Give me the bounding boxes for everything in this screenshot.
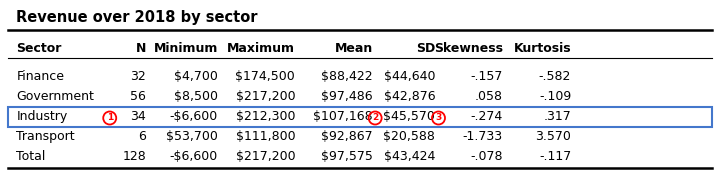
Text: Total: Total bbox=[17, 150, 46, 163]
Text: Revenue over 2018 by sector: Revenue over 2018 by sector bbox=[17, 10, 258, 25]
Text: -.109: -.109 bbox=[539, 90, 571, 103]
Text: -.117: -.117 bbox=[539, 150, 571, 163]
Text: $97,486: $97,486 bbox=[321, 90, 373, 103]
Text: 32: 32 bbox=[130, 70, 146, 83]
Text: $20,588: $20,588 bbox=[384, 130, 436, 143]
Text: Industry: Industry bbox=[17, 110, 68, 123]
Text: .317: .317 bbox=[544, 110, 571, 123]
Text: 128: 128 bbox=[122, 150, 146, 163]
Text: .058: .058 bbox=[475, 90, 503, 103]
Text: -$6,600: -$6,600 bbox=[169, 150, 217, 163]
Text: 6: 6 bbox=[138, 130, 146, 143]
Text: $212,300: $212,300 bbox=[235, 110, 295, 123]
Text: N: N bbox=[135, 42, 146, 55]
Text: 3: 3 bbox=[436, 114, 441, 122]
Text: -.157: -.157 bbox=[471, 70, 503, 83]
Text: Mean: Mean bbox=[334, 42, 373, 55]
Text: $97,575: $97,575 bbox=[321, 150, 373, 163]
Text: 1: 1 bbox=[107, 114, 113, 122]
Text: $44,640: $44,640 bbox=[384, 70, 436, 83]
Text: $43,424: $43,424 bbox=[384, 150, 436, 163]
Text: -.078: -.078 bbox=[470, 150, 503, 163]
Text: $107,168: $107,168 bbox=[313, 110, 373, 123]
Text: Maximum: Maximum bbox=[228, 42, 295, 55]
Text: Sector: Sector bbox=[17, 42, 62, 55]
Text: $42,876: $42,876 bbox=[384, 90, 436, 103]
Text: Government: Government bbox=[17, 90, 94, 103]
Text: Transport: Transport bbox=[17, 130, 75, 143]
Text: $4,700: $4,700 bbox=[174, 70, 217, 83]
Text: $92,867: $92,867 bbox=[321, 130, 373, 143]
Text: $8,500: $8,500 bbox=[174, 90, 217, 103]
FancyBboxPatch shape bbox=[8, 107, 712, 127]
Text: $174,500: $174,500 bbox=[235, 70, 295, 83]
Text: -.582: -.582 bbox=[539, 70, 571, 83]
Text: Skewness: Skewness bbox=[434, 42, 503, 55]
Text: $217,200: $217,200 bbox=[235, 90, 295, 103]
Text: SD: SD bbox=[416, 42, 436, 55]
Text: Kurtosis: Kurtosis bbox=[513, 42, 571, 55]
Text: 3.570: 3.570 bbox=[536, 130, 571, 143]
Text: $53,700: $53,700 bbox=[166, 130, 217, 143]
Text: 2: 2 bbox=[372, 114, 378, 122]
Text: $111,800: $111,800 bbox=[235, 130, 295, 143]
Text: Finance: Finance bbox=[17, 70, 65, 83]
Text: $45,570: $45,570 bbox=[384, 110, 436, 123]
Text: 56: 56 bbox=[130, 90, 146, 103]
Text: -1.733: -1.733 bbox=[463, 130, 503, 143]
Text: Minimum: Minimum bbox=[153, 42, 217, 55]
Text: $217,200: $217,200 bbox=[235, 150, 295, 163]
Text: -$6,600: -$6,600 bbox=[169, 110, 217, 123]
Text: $88,422: $88,422 bbox=[321, 70, 373, 83]
Text: 34: 34 bbox=[130, 110, 146, 123]
Text: -.274: -.274 bbox=[471, 110, 503, 123]
